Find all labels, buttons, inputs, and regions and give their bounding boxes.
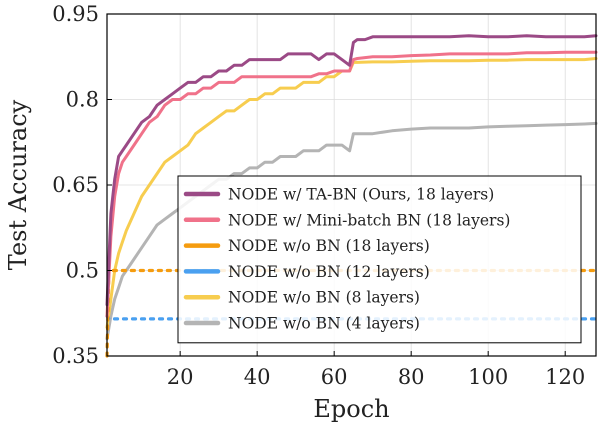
x-axis-title: Epoch [313,395,389,423]
legend-label: NODE w/o BN (4 layers) [228,315,420,333]
legend-label: NODE w/ TA-BN (Ours, 18 layers) [228,186,494,204]
x-tick-label: 40 [244,365,271,389]
x-tick-label: 80 [398,365,425,389]
axis-ticks: 20 40 60 80 100 120 0.35 0.5 0.65 0.8 0.95 [52,2,585,389]
y-tick-label: 0.8 [66,88,99,112]
y-tick-label: 0.95 [52,2,99,26]
legend-label: NODE w/ Mini-batch BN (18 layers) [228,211,510,229]
legend: NODE w/ TA-BN (Ours, 18 layers) NODE w/ M… [177,175,582,344]
y-axis-title: Test Accuracy [4,99,32,270]
x-tick-label: 100 [468,365,508,389]
x-tick-label: 120 [545,365,585,389]
series-line-6 [105,121,598,341]
x-tick-label: 60 [321,365,348,389]
series-line-2 [105,50,598,318]
legend-box [177,175,582,344]
x-tick-label: 20 [167,365,194,389]
series-line-1 [105,34,598,307]
legend-label: NODE w/o BN (8 layers) [228,289,420,307]
legend-label: NODE w/o BN (18 layers) [228,237,430,255]
series-lines [105,34,598,358]
y-tick-label: 0.5 [66,259,99,283]
y-tick-label: 0.65 [52,173,99,197]
y-tick-label: 0.35 [52,344,99,368]
series-line-5 [105,57,598,329]
legend-label: NODE w/o BN (12 layers) [228,263,430,281]
